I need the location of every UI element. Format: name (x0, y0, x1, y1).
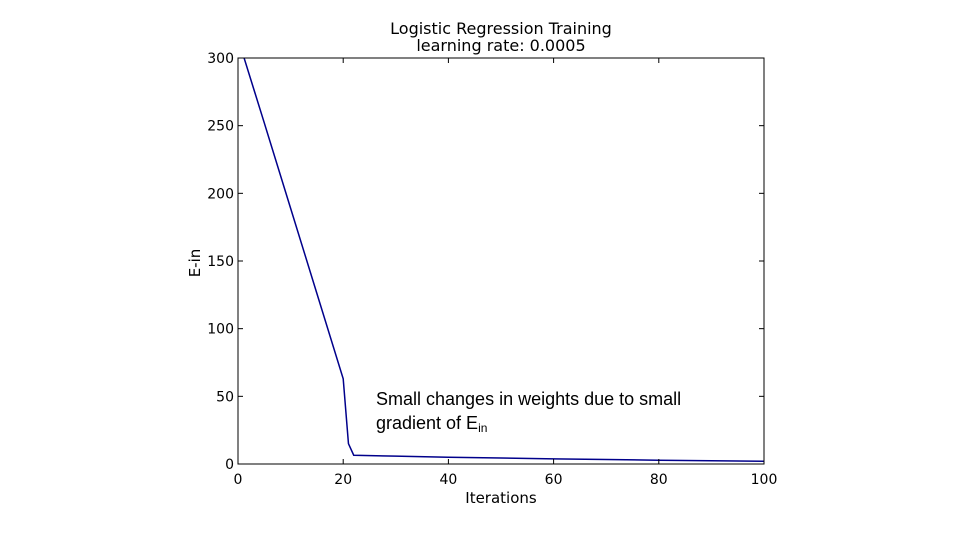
y-tick-label-150: 150 (207, 254, 234, 270)
y-tick-label-100: 100 (207, 322, 234, 338)
y-axis-label: E-in (186, 249, 204, 278)
x-tick-label-100: 100 (751, 472, 778, 488)
series-line-0 (243, 58, 764, 463)
x-tick-label-0: 0 (234, 472, 243, 488)
y-tick-label-200: 200 (207, 186, 234, 202)
y-tick-label-250: 250 (207, 119, 234, 135)
x-tick-label-60: 60 (545, 472, 563, 488)
chart-annotation: Small changes in weights due to small gr… (376, 387, 756, 440)
chart-subtitle: learning rate: 0.0005 (416, 36, 585, 55)
x-axis-label: Iterations (465, 489, 537, 507)
annotation-line-2: gradient of Ein (376, 411, 756, 440)
annotation-line-2-text: gradient of E (376, 413, 479, 433)
annotation-line-1: Small changes in weights due to small (376, 389, 682, 409)
chart-title: Logistic Regression Training (390, 19, 612, 38)
y-tick-label-0: 0 (225, 457, 234, 473)
y-tick-label-50: 50 (216, 389, 234, 405)
x-tick-label-80: 80 (650, 472, 668, 488)
x-tick-label-20: 20 (334, 472, 352, 488)
annotation-line-2-subscript: in (478, 421, 488, 435)
x-tick-label-40: 40 (439, 472, 457, 488)
y-tick-label-300: 300 (207, 51, 234, 67)
plot-frame (237, 57, 765, 465)
